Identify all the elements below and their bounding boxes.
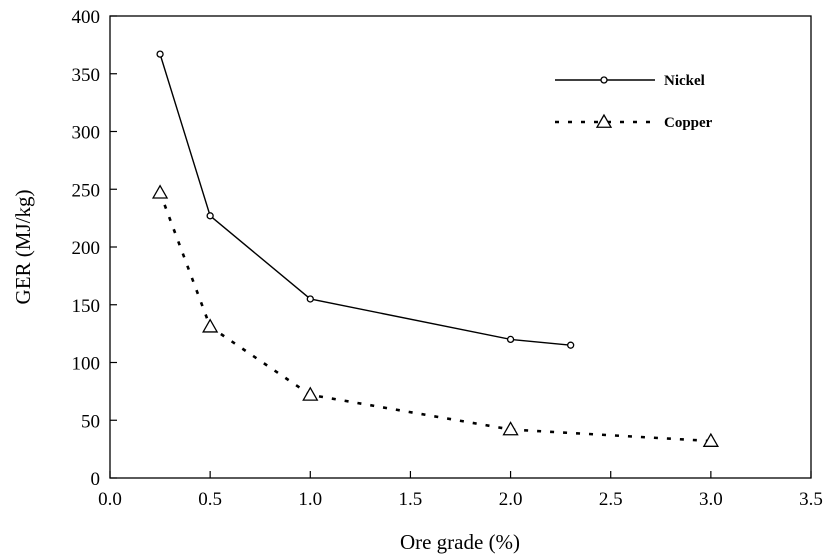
data-point-copper [504, 422, 518, 434]
data-point-nickel [568, 342, 574, 348]
y-tick-label: 300 [72, 123, 101, 144]
y-tick-label: 150 [72, 296, 101, 317]
y-tick-label: 250 [72, 180, 101, 201]
data-point-nickel [157, 51, 163, 57]
plot-frame [110, 16, 811, 478]
legend-item-nickel: Nickel [555, 73, 705, 89]
data-point-nickel [508, 336, 514, 342]
y-tick-label: 50 [81, 411, 100, 432]
x-tick-label: 0.0 [98, 489, 122, 510]
x-tick-label: 2.0 [499, 489, 523, 510]
x-tick-label: 0.5 [198, 489, 222, 510]
x-tick-label: 1.5 [399, 489, 423, 510]
data-point-nickel [207, 213, 213, 219]
x-tick-label: 3.5 [799, 489, 823, 510]
data-point-copper [153, 186, 167, 198]
legend: Nickel Copper [555, 73, 713, 131]
x-tick-label: 2.5 [599, 489, 623, 510]
series-line-nickel [160, 54, 571, 345]
data-point-nickel [307, 296, 313, 302]
legend-label: Nickel [664, 73, 705, 89]
y-tick-label: 350 [72, 65, 101, 86]
y-tick-label: 400 [72, 7, 101, 28]
legend-item-copper: Copper [555, 115, 713, 131]
y-tick-label: 100 [72, 354, 101, 375]
data-point-copper [203, 320, 217, 332]
x-axis: 0.0 0.5 1.0 1.5 2.0 2.5 3.0 3.5 [98, 471, 823, 510]
data-point-copper [303, 388, 317, 400]
series-line-copper [160, 193, 711, 441]
x-tick-label: 3.0 [699, 489, 723, 510]
x-axis-title: Ore grade (%) [400, 530, 520, 554]
series-nickel [157, 51, 574, 348]
y-tick-label: 200 [72, 238, 101, 259]
legend-label: Copper [664, 115, 713, 131]
legend-marker-circle [601, 77, 607, 83]
x-tick-label: 1.0 [298, 489, 322, 510]
y-tick-label: 0 [91, 469, 101, 490]
y-axis-title: GER (MJ/kg) [11, 190, 35, 305]
series-layer [153, 51, 718, 446]
series-copper [153, 186, 718, 447]
